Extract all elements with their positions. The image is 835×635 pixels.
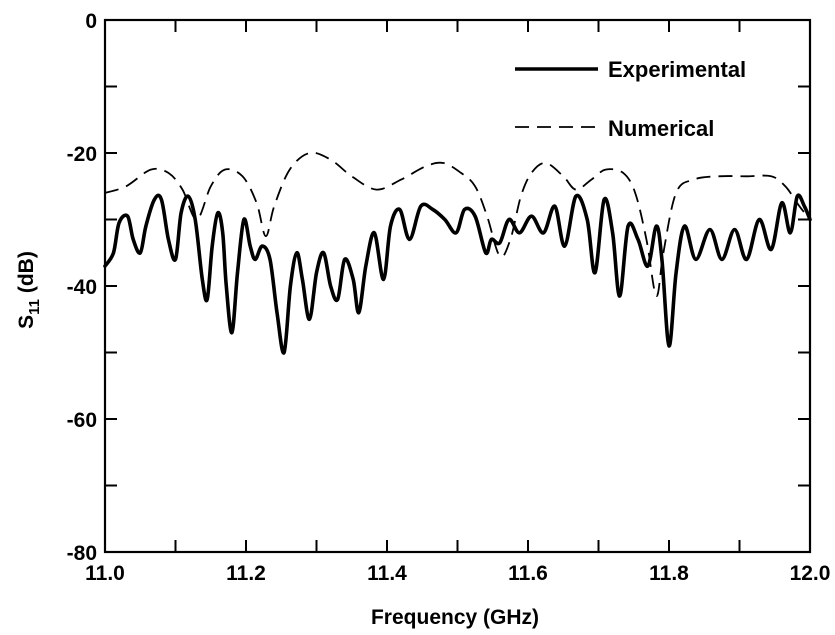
legend-label-numerical: Numerical: [608, 116, 714, 141]
y-axis-title-unit: (dB): [15, 251, 38, 299]
x-tick-label: 11.8: [649, 562, 689, 585]
x-tick-label: 11.2: [226, 562, 266, 585]
x-tick-label: 11.6: [508, 562, 548, 585]
x-axis-title: Frequency (GHz): [371, 606, 539, 629]
series-line-experimental: [103, 193, 812, 355]
legend-label-experimental: Experimental: [608, 57, 746, 82]
x-tick-label: 11.0: [85, 562, 125, 585]
svg-text:S11 (dB): S11 (dB): [15, 251, 43, 329]
y-tick-label: -80: [67, 542, 97, 565]
y-tick-label: 0: [85, 10, 97, 33]
x-tick-label: 12.0: [790, 562, 831, 585]
y-tick-label: -60: [67, 409, 97, 432]
y-axis-title-main: S: [15, 315, 38, 329]
plot-frame: [103, 18, 812, 554]
series-line-numerical: [104, 151, 811, 297]
series-lines: [103, 151, 812, 355]
x-tick-label: 11.4: [367, 562, 407, 585]
y-tick-label: -40: [67, 276, 97, 299]
axis-ticks: 11.0 11.2 11.4 11.6 11.8 12.0 0 -20 -40 -60 -80: [67, 10, 831, 585]
legend: Experimental Numerical: [515, 57, 746, 141]
plot-area-border: [103, 18, 812, 554]
y-axis-title-subscript: 11: [26, 299, 43, 315]
y-tick-label: -20: [67, 143, 97, 166]
y-axis-title: S11 (dB): [15, 251, 43, 329]
